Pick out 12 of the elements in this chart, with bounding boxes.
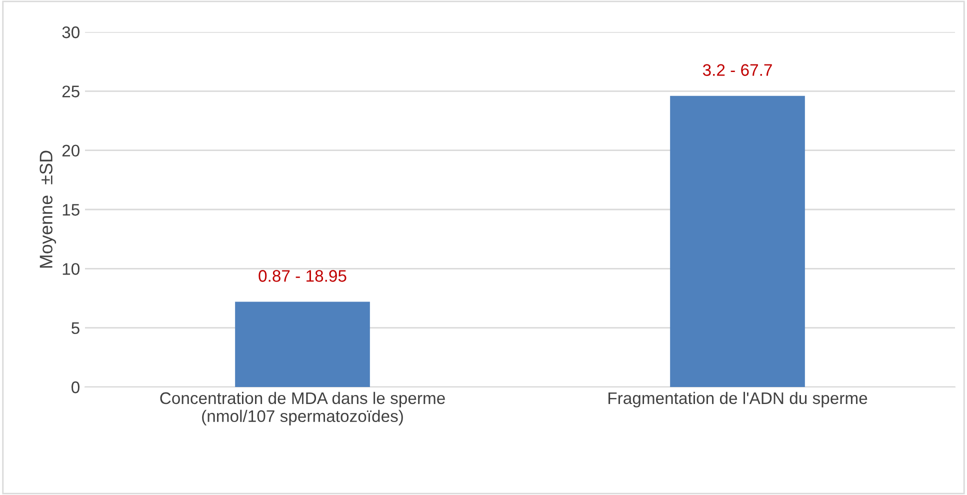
y-tick-label: 15	[62, 204, 80, 216]
y-tick-label: 10	[62, 263, 80, 275]
y-tick-label: 5	[72, 322, 80, 334]
annotation: 3.2 - 67.7	[702, 64, 772, 76]
y-tick-label: 20	[62, 144, 80, 157]
y-tick-label: 30	[62, 26, 80, 38]
y-tick-label: 25	[62, 86, 80, 98]
y-axis-title: Moyenne ±SD	[40, 150, 56, 268]
x-tick-label: Fragmentation de l'ADN du sperme	[608, 392, 868, 408]
annotation: 0.87 - 18.95	[258, 270, 346, 282]
y-tick-label: 0	[72, 381, 80, 394]
x-tick-label: Concentration de MDA dans le sperme (nmol/107 spermatozoïdes)	[160, 392, 445, 426]
